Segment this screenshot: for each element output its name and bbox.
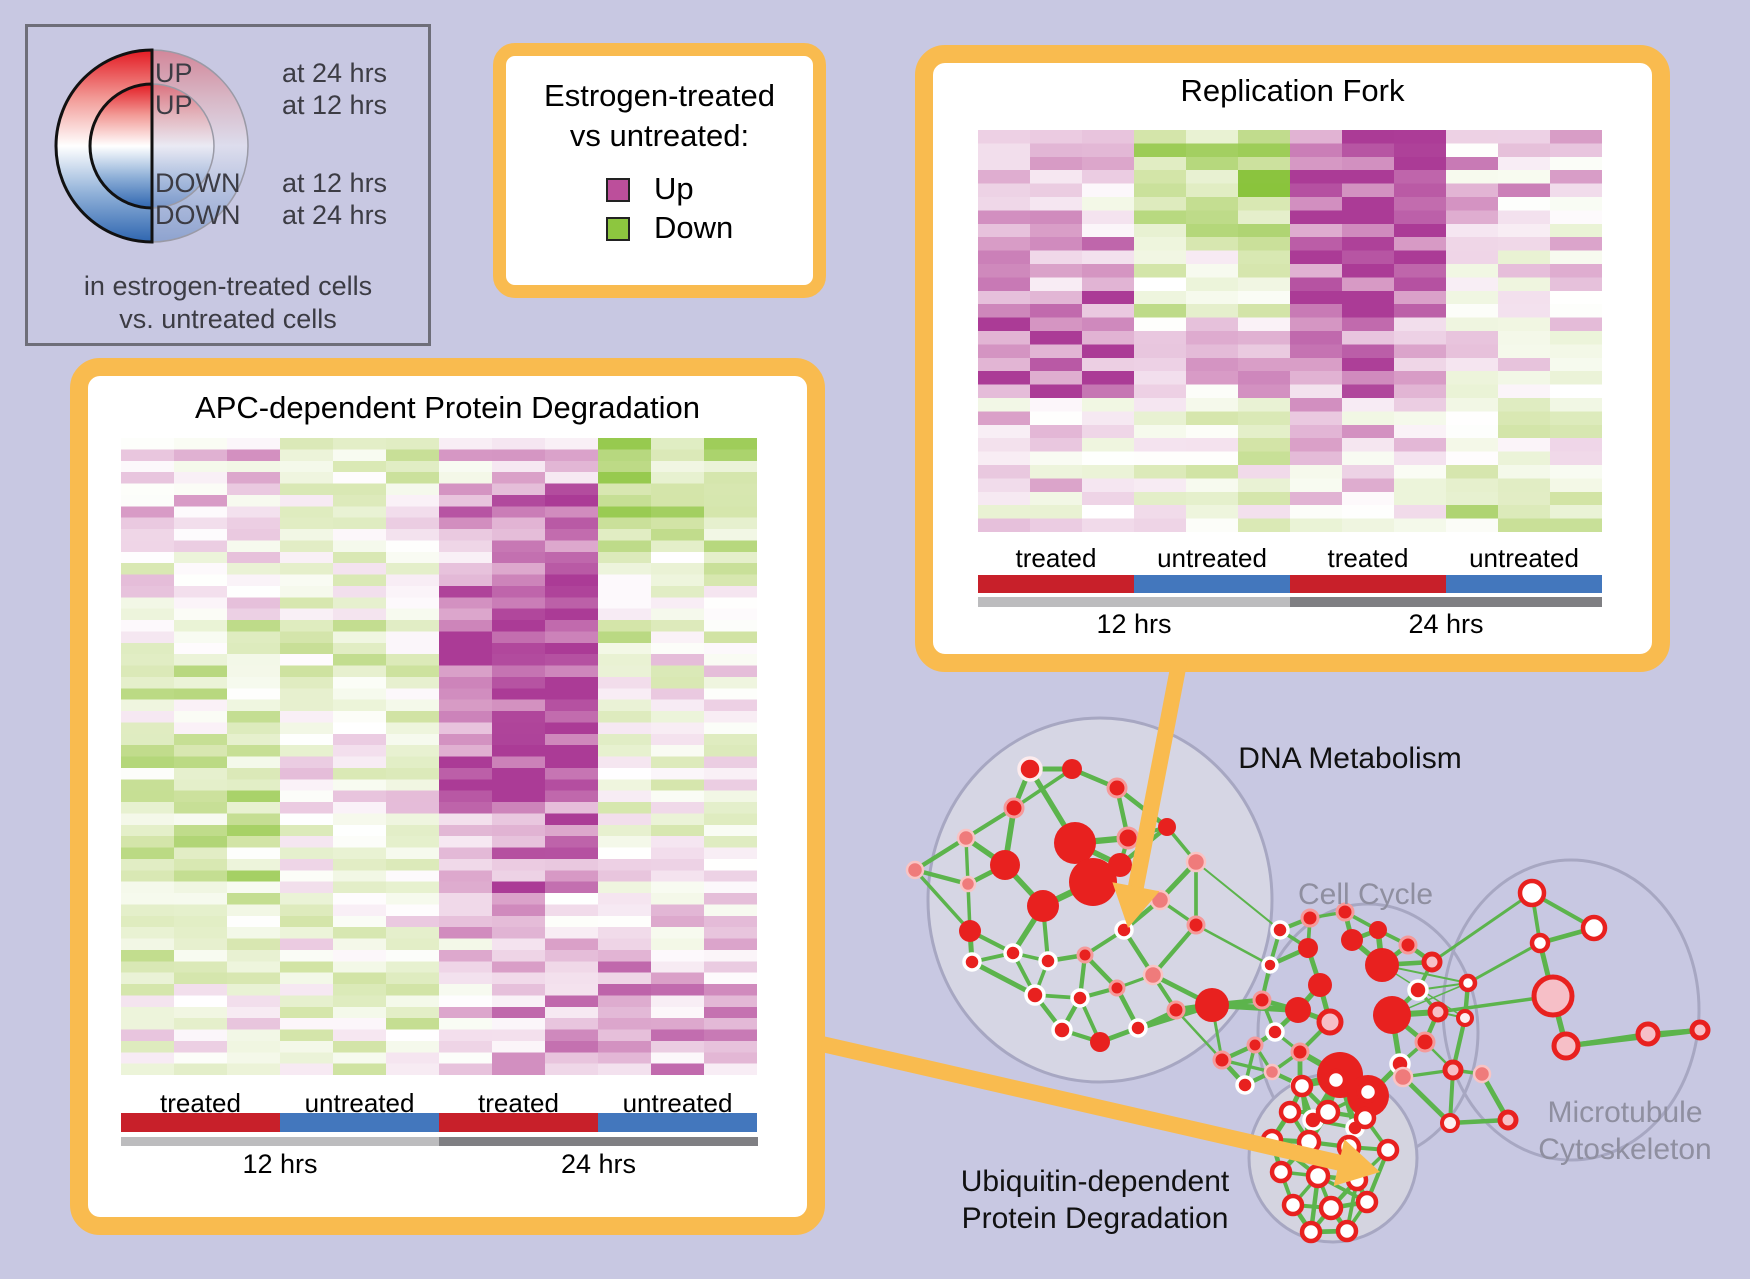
inner-ring-right-half	[151, 83, 215, 209]
down-24-time: at 24 hrs	[282, 200, 388, 230]
apc-panel-title: APC-dependent Protein Degradation	[195, 390, 700, 425]
rep-treated-bar-2	[1290, 575, 1446, 593]
rep-untreated-bar-2	[1446, 575, 1602, 593]
rep-untreated-bar-1	[1134, 575, 1290, 593]
ubiquitin-label: Ubiquitin-dependent Protein Degradation	[935, 1163, 1255, 1237]
down-swatch	[606, 217, 630, 241]
up-swatch	[606, 178, 630, 202]
up-label: Up	[654, 171, 694, 206]
up-12-time: at 12 hrs	[282, 90, 388, 120]
apc-untreated-bar-1	[280, 1113, 439, 1132]
rep-12hr-bar	[978, 597, 1290, 607]
rep-24hr-label: 24 hrs	[1408, 609, 1484, 639]
apc-degradation-panel: APC-dependent Protein Degradation treate…	[70, 358, 825, 1235]
microtubule-label-line2: Cytoskeleton	[1538, 1133, 1712, 1166]
down-24-dir: DOWN	[155, 200, 241, 230]
ubiquitin-label-line2: Protein Degradation	[961, 1202, 1229, 1235]
rep-group-label-1: treated	[1015, 543, 1097, 573]
microtubule-label-line1: Microtubule	[1547, 1096, 1703, 1129]
down-12-time: at 12 hrs	[282, 168, 388, 198]
up-24-time: at 24 hrs	[282, 58, 388, 88]
rep-group-label-3: treated	[1327, 543, 1409, 573]
apc-treated-bar-1	[121, 1113, 280, 1132]
up-24-dir: UP	[155, 58, 193, 88]
apc-untreated-bar-2	[598, 1113, 757, 1132]
replication-heatmap	[978, 130, 1602, 532]
color-legend-panel: Estrogen-treated vs untreated: Up Down	[493, 43, 826, 298]
rep-group-label-4: untreated	[1469, 543, 1579, 573]
apc-treated-bar-2	[439, 1113, 598, 1132]
apc-24hr-label: 24 hrs	[560, 1149, 637, 1179]
up-down-ring-diagram	[54, 48, 249, 244]
down-12-dir: DOWN	[155, 168, 241, 198]
ring-legend-footer-2: vs. untreated cells	[119, 304, 337, 334]
cell-cycle-label: Cell Cycle	[1297, 878, 1434, 911]
rep-group-label-2: untreated	[1157, 543, 1267, 573]
ring-legend-box: UP at 24 hrs UP at 12 hrs DOWN at 12 hrs…	[25, 24, 431, 346]
apc-24hr-bar	[439, 1137, 758, 1146]
apc-12hr-label: 12 hrs	[242, 1149, 318, 1179]
apc-12hr-bar	[121, 1137, 439, 1146]
rep-24hr-bar	[1290, 597, 1602, 607]
microtubule-label: Microtubule Cytoskeleton	[1500, 1094, 1750, 1168]
ubiquitin-label-line1: Ubiquitin-dependent	[960, 1165, 1230, 1198]
color-legend-title-1: Estrogen-treated	[544, 78, 775, 113]
inner-ring-left-half	[88, 82, 154, 210]
up-12-dir: UP	[155, 90, 193, 120]
rep-treated-bar-1	[978, 575, 1134, 593]
replication-panel-title: Replication Fork	[1180, 73, 1405, 108]
replication-fork-panel: Replication Fork treated untreated treat…	[915, 45, 1670, 672]
down-label: Down	[654, 210, 734, 245]
rep-12hr-label: 12 hrs	[1096, 609, 1172, 639]
ring-legend-footer-1: in estrogen-treated cells	[83, 271, 373, 301]
color-legend-title-2: vs untreated:	[569, 118, 750, 153]
apc-heatmap	[121, 438, 757, 1075]
dna-metabolism-label: DNA Metabolism	[1238, 742, 1462, 775]
